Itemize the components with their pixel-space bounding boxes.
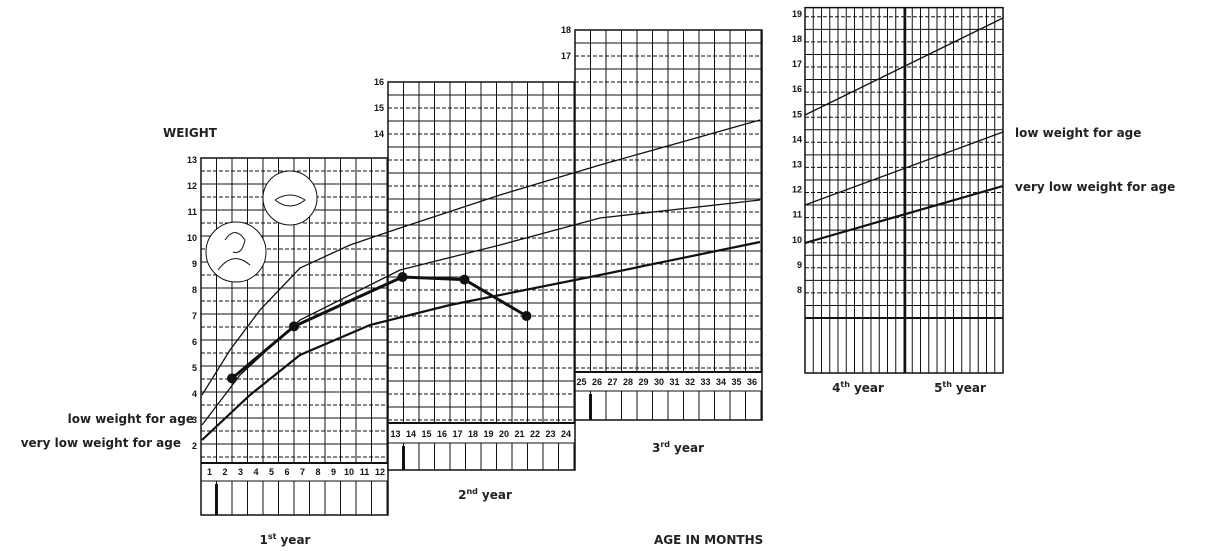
grid bbox=[201, 8, 1003, 515]
kg-label: 10 bbox=[792, 235, 802, 245]
month-label: 10 bbox=[344, 467, 354, 477]
year-sup: th bbox=[840, 380, 850, 389]
month-label: 6 bbox=[284, 467, 289, 477]
kg-label: 7 bbox=[192, 311, 197, 321]
month-label: 14 bbox=[406, 429, 416, 439]
month-label: 35 bbox=[731, 377, 741, 387]
kg-label: 2 bbox=[192, 441, 197, 451]
kg-label: 15 bbox=[792, 109, 802, 119]
month-label: 30 bbox=[654, 377, 664, 387]
kg-label: 6 bbox=[192, 337, 197, 347]
month-label: 22 bbox=[530, 429, 540, 439]
icon-food bbox=[263, 171, 317, 225]
kg-label: 18 bbox=[561, 25, 571, 35]
month-label: 4 bbox=[253, 467, 258, 477]
kg-label: 16 bbox=[792, 84, 802, 94]
very-low-right-label: very low weight for age bbox=[1015, 180, 1175, 194]
child-weight-point bbox=[522, 311, 532, 321]
month-label: 2 bbox=[222, 467, 227, 477]
month-label: 32 bbox=[685, 377, 695, 387]
year-num: 2 bbox=[458, 488, 466, 502]
kg-label: 12 bbox=[187, 181, 197, 191]
year-word: year bbox=[854, 381, 884, 395]
month-label: 28 bbox=[623, 377, 633, 387]
month-label: 34 bbox=[716, 377, 726, 387]
year-label: 4thyear bbox=[832, 380, 884, 395]
child-weight-point bbox=[460, 275, 470, 285]
month-label: 26 bbox=[592, 377, 602, 387]
kg-label: 17 bbox=[561, 51, 571, 61]
weight-label: WEIGHT bbox=[163, 126, 218, 140]
year-sup: th bbox=[942, 380, 952, 389]
month-label: 15 bbox=[421, 429, 431, 439]
year-word: year bbox=[674, 441, 704, 455]
kg-label: 19 bbox=[792, 9, 802, 19]
year-sup: st bbox=[268, 532, 277, 541]
kg-label: 14 bbox=[792, 134, 802, 144]
kg-label: 17 bbox=[792, 59, 802, 69]
month-label: 9 bbox=[331, 467, 336, 477]
child-weight-point bbox=[227, 373, 237, 383]
low-right-label: low weight for age bbox=[1015, 126, 1141, 140]
child-weight-point bbox=[289, 321, 299, 331]
year-word: year bbox=[280, 533, 310, 547]
month-label: 19 bbox=[483, 429, 493, 439]
growth-chart: WEIGHT AGE IN MONTHS low weight for age … bbox=[0, 0, 1208, 551]
year-word: year bbox=[956, 381, 986, 395]
kg-label: 13 bbox=[792, 160, 802, 170]
kg-label: 5 bbox=[192, 363, 197, 373]
age-label: AGE IN MONTHS bbox=[654, 533, 763, 547]
month-label: 13 bbox=[390, 429, 400, 439]
month-label: 33 bbox=[700, 377, 710, 387]
kg-label: 13 bbox=[187, 155, 197, 165]
month-label: 5 bbox=[269, 467, 274, 477]
month-label: 12 bbox=[375, 467, 385, 477]
kg-label: 14 bbox=[374, 129, 384, 139]
kg-label: 4 bbox=[192, 389, 197, 399]
kg-label: 11 bbox=[187, 207, 197, 217]
month-label: 36 bbox=[747, 377, 757, 387]
month-label: 18 bbox=[468, 429, 478, 439]
month-label: 8 bbox=[315, 467, 320, 477]
kg-label: 8 bbox=[192, 285, 197, 295]
month-label: 7 bbox=[300, 467, 305, 477]
month-label: 20 bbox=[499, 429, 509, 439]
low-left-label: low weight for age bbox=[68, 412, 194, 426]
kg-label: 12 bbox=[792, 185, 802, 195]
very-low-left-label: very low weight for age bbox=[21, 436, 181, 450]
kg-label: 9 bbox=[797, 260, 802, 270]
month-label: 1 bbox=[207, 467, 212, 477]
month-label: 21 bbox=[514, 429, 524, 439]
kg-label: 9 bbox=[192, 259, 197, 269]
kg-label: 8 bbox=[797, 285, 802, 295]
year-sup: rd bbox=[660, 440, 670, 449]
child-weight-point bbox=[398, 272, 408, 282]
year-num: 4 bbox=[832, 381, 840, 395]
kg-label: 10 bbox=[187, 233, 197, 243]
year-word: year bbox=[482, 488, 512, 502]
year-sup: nd bbox=[466, 487, 478, 496]
month-label: 27 bbox=[607, 377, 617, 387]
month-label: 11 bbox=[360, 467, 370, 477]
kg-label: 3 bbox=[192, 415, 197, 425]
kg-label: 18 bbox=[792, 34, 802, 44]
month-label: 31 bbox=[669, 377, 679, 387]
month-label: 3 bbox=[238, 467, 243, 477]
month-label: 24 bbox=[561, 429, 571, 439]
year-num: 5 bbox=[934, 381, 942, 395]
month-label: 29 bbox=[638, 377, 648, 387]
kg-label: 11 bbox=[792, 210, 802, 220]
year-num: 3 bbox=[652, 441, 660, 455]
month-label: 25 bbox=[576, 377, 586, 387]
month-label: 16 bbox=[437, 429, 447, 439]
month-label: 23 bbox=[545, 429, 555, 439]
year-num: 1 bbox=[260, 533, 268, 547]
month-label: 17 bbox=[452, 429, 462, 439]
kg-label: 16 bbox=[374, 77, 384, 87]
kg-label: 15 bbox=[374, 103, 384, 113]
